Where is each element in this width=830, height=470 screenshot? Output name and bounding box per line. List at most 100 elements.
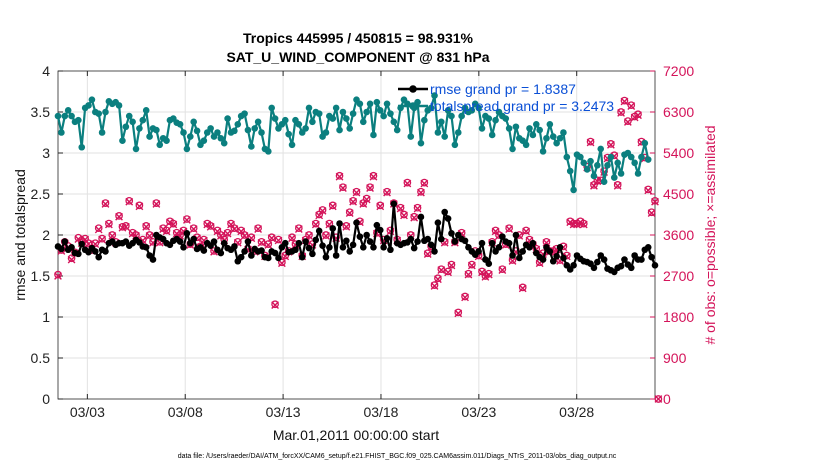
obs-assimilated-point: [484, 270, 493, 279]
obs-assimilated-point: [579, 220, 588, 229]
obs-assimilated-point: [376, 202, 385, 211]
rmse-point: [315, 227, 323, 235]
obs-assimilated-point: [623, 118, 632, 126]
rmse-point: [475, 248, 482, 255]
rmse-point: [359, 244, 367, 251]
rmse-point: [427, 241, 435, 249]
left-tick-label: 2: [42, 227, 50, 243]
totalspread-point: [265, 148, 272, 155]
totalspread-point: [302, 125, 309, 132]
rmse-point: [356, 233, 364, 240]
rmse-point: [553, 253, 560, 260]
obs-assimilated-point: [339, 184, 347, 192]
rmse-point: [478, 239, 486, 247]
totalspread-point: [224, 115, 231, 122]
obs-assimilated-point: [613, 181, 622, 190]
right-tick-label: 1800: [663, 309, 694, 325]
totalspread-point: [631, 159, 638, 167]
totalspread-point: [136, 125, 143, 132]
obs-assimilated-point: [359, 200, 368, 208]
rmse-point: [621, 256, 628, 263]
obs-assimilated-point: [125, 197, 134, 206]
obs-assimilated-point: [566, 218, 575, 227]
totalspread-point: [64, 107, 72, 114]
obs-assimilated-point: [349, 197, 358, 206]
rmse-point: [556, 244, 564, 251]
totalspread-point: [122, 123, 130, 131]
obs-possible-point: [518, 283, 527, 292]
obs-assimilated-point: [481, 273, 490, 281]
totalspread-point: [363, 108, 370, 116]
obs-possible-point: [54, 270, 62, 279]
right-tick-label: 5400: [663, 145, 694, 161]
obs-assimilated-point: [67, 255, 76, 264]
totalspread-point: [125, 112, 133, 120]
totalspread-point: [359, 118, 367, 126]
totalspread-series: [54, 92, 652, 194]
totalspread-point: [393, 126, 401, 134]
obs-assimilated-point: [505, 225, 514, 233]
obs-assimilated-point: [98, 235, 106, 244]
obs-assimilated-point: [522, 227, 530, 236]
right-axis-ticks: 0 900 1800 2700 3600 4500 5400 6300 7200: [650, 63, 694, 407]
totalspread-point: [590, 172, 598, 180]
obs-possible-point: [396, 203, 405, 212]
rmse-point: [102, 248, 109, 255]
rmse-point: [142, 244, 150, 251]
obs-possible-point: [105, 219, 113, 228]
rmse-point: [220, 239, 228, 247]
obs-assimilated-point: [159, 225, 168, 233]
obs-assimilated-point: [223, 229, 232, 238]
rmse-point: [366, 238, 374, 245]
rmse-point: [332, 252, 340, 259]
obs-possible-point: [586, 137, 595, 146]
rmse-point: [451, 238, 459, 245]
rmse-point: [281, 239, 289, 247]
totalspread-point: [597, 145, 605, 153]
totalspread-point: [594, 162, 601, 169]
obs-possible-point: [318, 206, 327, 214]
rmse-point: [295, 239, 303, 247]
totalspread-point: [580, 159, 588, 167]
rmse-point: [570, 262, 577, 269]
obs-assimilated-point: [644, 186, 653, 195]
right-tick-label: 4500: [663, 186, 694, 202]
obs-possible-point: [254, 224, 262, 233]
chart-subtitle: SAT_U_WIND_COMPONENT @ 831 hPa: [226, 49, 489, 65]
totalspread-point: [220, 139, 228, 147]
legend-rmse-label: rmse grand pr = 1.8387: [430, 81, 576, 97]
obs-assimilated-point: [410, 213, 419, 222]
obs-assimilated-point: [498, 266, 507, 274]
totalspread-point: [366, 100, 374, 108]
obs-assimilated-point: [437, 266, 446, 274]
totalspread-point: [638, 153, 645, 161]
obs-assimilated-point: [271, 301, 279, 310]
rmse-point: [302, 238, 309, 245]
obs-assimilated-point: [322, 232, 330, 240]
x-tick-label: 03/28: [559, 404, 594, 420]
rmse-point: [434, 219, 442, 226]
legend-rmse-marker: [409, 85, 417, 93]
totalspread-point: [58, 129, 65, 136]
obs-possible-point: [627, 101, 636, 110]
totalspread-point: [560, 129, 567, 136]
obs-assimilated-point: [230, 225, 239, 233]
obs-assimilated-point: [311, 220, 320, 229]
obs-assimilated-point: [617, 109, 625, 117]
x-tick-label: 03/13: [266, 404, 301, 420]
totalspread-point: [539, 148, 547, 155]
totalspread-point: [207, 125, 214, 132]
obs-possible-point: [383, 187, 391, 196]
totalspread-point: [186, 133, 194, 140]
totalspread-point: [370, 131, 377, 139]
obs-assimilated-point: [54, 272, 62, 280]
rmse-point: [176, 238, 184, 245]
obs-assimilated-point: [491, 227, 500, 236]
obs-assimilated-point: [172, 229, 181, 238]
obs-assimilated-point: [423, 250, 432, 259]
totalspread-point: [373, 98, 381, 106]
totalspread-point: [231, 127, 238, 135]
totalspread-point: [387, 110, 394, 117]
x-tick-label: 03/18: [363, 404, 398, 420]
